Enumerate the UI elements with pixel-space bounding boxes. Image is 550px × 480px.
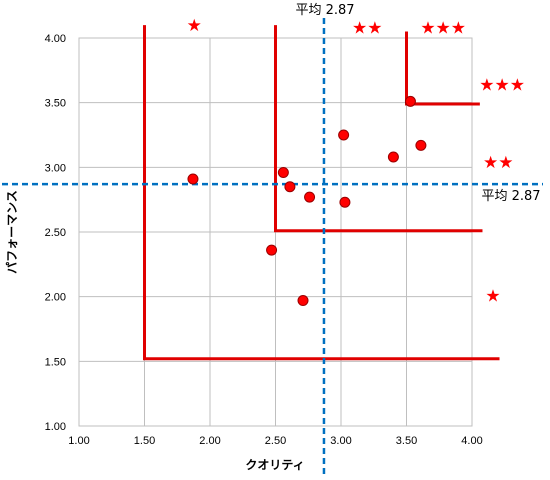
zone-boundary xyxy=(274,25,483,233)
x-tick-label: 4.00 xyxy=(461,435,482,447)
x-tick-label: 2.00 xyxy=(199,435,220,447)
y-tick-label: 1.50 xyxy=(45,356,66,368)
x-tick-label: 2.50 xyxy=(265,435,286,447)
star-rating-label: ★★★ xyxy=(479,76,525,96)
data-point xyxy=(387,151,399,163)
data-point xyxy=(277,167,289,179)
data-point xyxy=(284,181,296,193)
data-point xyxy=(338,129,350,141)
x-axis-ticks: 1.00 1.50 2.00 2.50 3.00 3.50 4.00 xyxy=(68,435,482,447)
star-rating-label: ★★ xyxy=(352,19,382,39)
y-tick-label: 2.50 xyxy=(45,227,66,239)
data-point xyxy=(404,95,416,107)
zone-boundary xyxy=(143,25,500,361)
x-tick-label: 3.50 xyxy=(396,435,417,447)
data-point xyxy=(297,295,309,307)
y-tick-label: 3.00 xyxy=(45,162,66,174)
y-axis-ticks: 1.00 1.50 2.00 2.50 3.00 3.50 4.00 xyxy=(45,33,66,433)
y-tick-label: 2.00 xyxy=(45,292,66,304)
x-average-label: 平均 2.87 xyxy=(295,3,354,18)
x-axis-title: クオリティ xyxy=(245,458,304,472)
y-tick-label: 1.00 xyxy=(45,421,66,433)
y-tick-label: 3.50 xyxy=(45,98,66,110)
star-rating-label: ★★ xyxy=(483,153,513,173)
x-tick-label: 1.00 xyxy=(68,435,89,447)
star-rating-label: ★ xyxy=(187,16,202,36)
y-tick-label: 4.00 xyxy=(45,33,66,45)
data-points xyxy=(187,95,427,307)
star-ratings: ★ ★★ ★★★★★★★★★ xyxy=(187,16,525,306)
data-point xyxy=(266,244,278,256)
average-lines xyxy=(2,18,543,478)
y-average-label: 平均 2.87 xyxy=(481,189,540,204)
data-point xyxy=(187,173,199,185)
star-rating-label: ★ xyxy=(485,286,500,306)
x-tick-label: 3.00 xyxy=(330,435,351,447)
x-tick-label: 1.50 xyxy=(134,435,155,447)
data-point xyxy=(415,139,427,151)
star-rating-label: ★★★ xyxy=(420,19,466,39)
data-point xyxy=(304,191,316,203)
data-point xyxy=(339,196,351,208)
y-axis-title: パフォーマンス xyxy=(5,190,19,274)
